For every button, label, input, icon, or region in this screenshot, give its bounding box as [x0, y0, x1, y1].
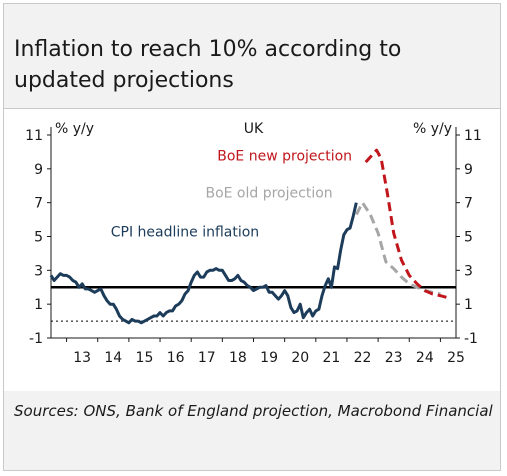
x-tick-label: 13: [73, 350, 91, 366]
series-label-cpi-headline-inflation: CPI headline inflation: [111, 225, 259, 241]
chart-title: Inflation to reach 10% according to upda…: [14, 37, 402, 93]
y-tick-label-left: 9: [34, 162, 43, 178]
chart-area: -1 -1 1 1 3 3 5 5 7 7 9 9 11 11 13 14 15 16 17 18 19 20 21 22 23…: [4, 109, 500, 391]
x-tick-label: 21: [322, 350, 340, 366]
y-tick-label-left: 11: [25, 128, 43, 144]
title-divider: [4, 108, 500, 109]
x-tick-label: 16: [167, 350, 185, 366]
x-tick-label: 15: [136, 350, 154, 366]
y-tick-label-right: 11: [464, 128, 482, 144]
series-label-boe-old-projection: BoE old projection: [205, 186, 332, 202]
series-line-boe-new-projection: [364, 148, 448, 299]
chart-card: Inflation to reach 10% according to upda…: [3, 3, 501, 471]
x-tick-label: 20: [291, 350, 309, 366]
x-tick-label: 24: [416, 350, 434, 366]
source-note: Sources: ONS, Bank of England projection…: [14, 402, 493, 420]
x-tick-label: 22: [354, 350, 372, 366]
x-tick-label: 18: [229, 350, 247, 366]
series-label-boe-new-projection: BoE new projection: [217, 148, 352, 164]
series-line-cpi-headline-inflation: [49, 202, 358, 325]
y-tick-label-left: 1: [34, 297, 43, 313]
chart-subtitle: UK: [244, 121, 264, 137]
y-tick-label-right: -1: [464, 331, 478, 347]
y-tick-label-right: 1: [464, 297, 473, 313]
y-tick-label-right: 9: [464, 162, 473, 178]
y-axis-unit-left: % y/y: [55, 121, 94, 137]
y-tick-label-right: 3: [464, 263, 473, 279]
x-tick-label: 17: [198, 350, 216, 366]
y-tick-label-left: 7: [34, 196, 43, 212]
y-tick-label-left: 5: [34, 230, 43, 246]
x-tick-label: 14: [104, 350, 122, 366]
y-axis-unit-right: % y/y: [413, 121, 452, 137]
y-tick-label-left: -1: [29, 331, 43, 347]
x-tick-label: 25: [447, 350, 465, 366]
y-tick-label-right: 5: [464, 230, 473, 246]
y-tick-label-right: 7: [464, 196, 473, 212]
x-tick-label: 19: [260, 350, 278, 366]
x-tick-label: 23: [385, 350, 403, 366]
y-tick-label-left: 3: [34, 263, 43, 279]
